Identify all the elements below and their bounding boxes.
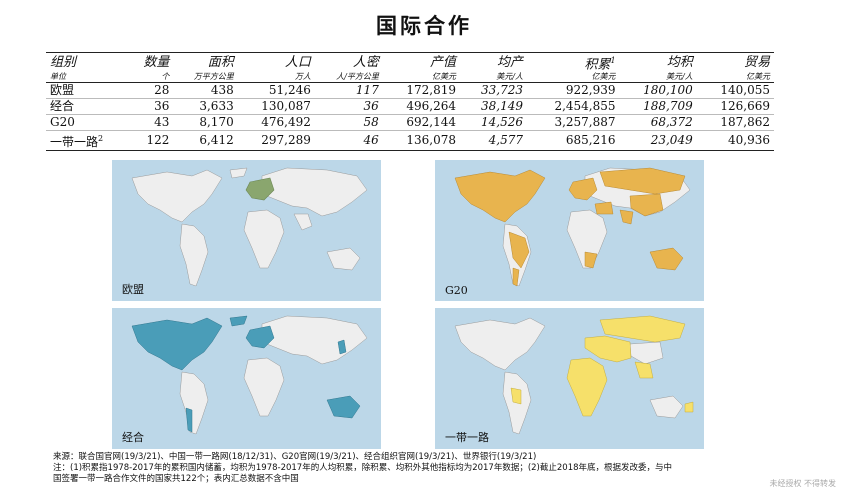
cell-group: 经合 <box>46 98 128 116</box>
cell-per-output: 4,577 <box>460 130 527 152</box>
map-label-g20: G20 <box>445 284 468 297</box>
header-count: 数量 <box>143 55 170 71</box>
cell-accum: 685,216 <box>527 130 620 152</box>
header-area: 面积 <box>207 55 234 71</box>
cell-area: 6,412 <box>173 130 238 152</box>
unit-area: 万平方公里 <box>173 72 238 84</box>
unit-density: 人/平方公里 <box>314 72 383 84</box>
map-belt-road: 一带一路 <box>435 308 704 449</box>
cell-trade: 187,862 <box>696 114 774 132</box>
unit-per-accum: 美元/人 <box>619 72 697 84</box>
cell-output: 692,144 <box>382 114 461 132</box>
header-per-accum: 均积 <box>666 55 693 71</box>
cell-per-accum: 68,372 <box>619 114 697 132</box>
cell-per-output: 33,723 <box>460 82 527 100</box>
cell-pop: 476,492 <box>237 114 315 132</box>
cell-pop: 130,087 <box>237 98 315 116</box>
map-label-belt-road: 一带一路 <box>445 431 489 444</box>
header-per-output: 均产 <box>496 55 523 71</box>
cell-trade: 40,936 <box>696 130 774 152</box>
cell-density: 46 <box>314 130 383 152</box>
cell-area: 3,633 <box>173 98 238 116</box>
cell-group: 一带一路2 <box>46 130 128 152</box>
explanation-note: 注：(1)积累指1978-2017年的累积国内储蓄，均积为1978-2017年的… <box>53 463 673 473</box>
world-map-belt-road <box>454 315 694 435</box>
cell-accum: 2,454,855 <box>527 98 620 116</box>
cell-per-output: 38,149 <box>460 98 527 116</box>
header-group: 组别 <box>50 55 77 71</box>
explanation-note-cont: 国签署一带一路合作文件的国家共122个；表内汇总数据不含中国 <box>53 474 299 484</box>
eu-region <box>245 177 275 201</box>
cell-count: 43 <box>127 114 174 132</box>
unit-count: 个 <box>127 72 174 84</box>
unit-trade: 亿美元 <box>696 72 774 84</box>
table-header-row: 组别 数量 面积 人口 人密 产值 均产 积累1 均积 贸易 <box>46 53 774 73</box>
world-map-g20 <box>454 167 691 287</box>
cell-accum: 922,939 <box>527 82 620 100</box>
cell-density: 58 <box>314 114 383 132</box>
world-map-oecd <box>131 315 368 435</box>
table-row: G20 43 8,170 476,492 58 692,144 14,526 3… <box>46 114 774 132</box>
cell-output: 136,078 <box>382 130 461 152</box>
source-note: 来源：联合国官网(19/3/21)、中国一带一路网(18/12/31)、G20官… <box>53 452 537 462</box>
cell-density: 36 <box>314 98 383 116</box>
cell-density: 117 <box>314 82 383 100</box>
table-row: 经合 36 3,633 130,087 36 496,264 38,149 2,… <box>46 98 774 116</box>
cell-pop: 51,246 <box>237 82 315 100</box>
header-trade: 贸易 <box>743 55 770 71</box>
cell-per-accum: 180,100 <box>619 82 697 100</box>
cell-count: 28 <box>127 82 174 100</box>
header-output: 产值 <box>430 55 457 71</box>
cell-accum: 3,257,887 <box>527 114 620 132</box>
cell-area: 8,170 <box>173 114 238 132</box>
unit-output: 亿美元 <box>382 72 461 84</box>
unit-pop: 万人 <box>237 72 315 84</box>
cell-area: 438 <box>173 82 238 100</box>
stats-table: 组别 数量 面积 人口 人密 产值 均产 积累1 均积 贸易 单位 个 万平方公… <box>46 52 774 152</box>
cell-group: 欧盟 <box>46 82 128 100</box>
unit-accum: 亿美元 <box>527 72 620 84</box>
cell-per-output: 14,526 <box>460 114 527 132</box>
cell-per-accum: 23,049 <box>619 130 697 152</box>
footnotes: 来源：联合国官网(19/3/21)、中国一带一路网(18/12/31)、G20官… <box>53 452 793 485</box>
cell-output: 496,264 <box>382 98 461 116</box>
cell-count: 36 <box>127 98 174 116</box>
header-accum: 积累1 <box>584 56 616 73</box>
header-pop: 人口 <box>284 55 311 71</box>
map-label-oecd: 经合 <box>122 431 144 444</box>
table-row: 一带一路2 122 6,412 297,289 46 136,078 4,577… <box>46 130 774 152</box>
page-title: 国际合作 <box>376 13 472 38</box>
header-density: 人密 <box>352 55 379 71</box>
cell-group: G20 <box>46 114 128 132</box>
watermark: 未经授权 不得转发 <box>769 479 836 488</box>
map-oecd: 经合 <box>112 308 381 449</box>
cell-trade: 140,055 <box>696 82 774 100</box>
unit-group: 单位 <box>46 72 128 84</box>
table-row: 欧盟 28 438 51,246 117 172,819 33,723 922,… <box>46 82 774 100</box>
cell-per-accum: 188,709 <box>619 98 697 116</box>
cell-trade: 126,669 <box>696 98 774 116</box>
cell-output: 172,819 <box>382 82 461 100</box>
map-eu: 欧盟 <box>112 160 381 301</box>
cell-pop: 297,289 <box>237 130 315 152</box>
map-label-eu: 欧盟 <box>122 283 144 296</box>
table-unit-row: 单位 个 万平方公里 万人 人/平方公里 亿美元 美元/人 亿美元 美元/人 亿… <box>46 72 774 84</box>
unit-per-output: 美元/人 <box>460 72 527 84</box>
map-g20: G20 <box>435 160 704 301</box>
world-map-eu <box>131 167 368 287</box>
cell-count: 122 <box>127 130 174 152</box>
